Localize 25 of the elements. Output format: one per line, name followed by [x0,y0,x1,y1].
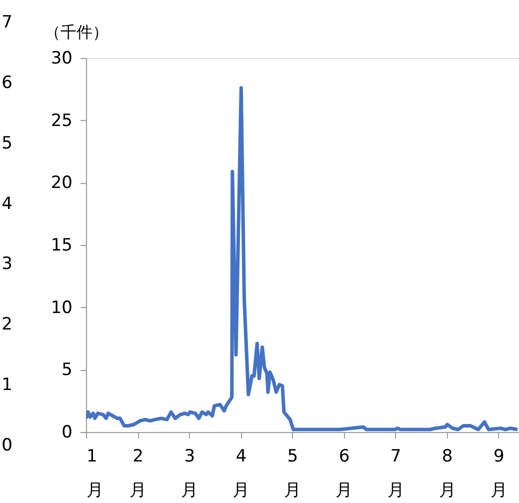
x-tick-label: 2 月 [130,446,147,500]
x-tick-label: 8 月 [438,446,456,500]
x-tick-label: 6 月 [336,446,353,500]
y-tick-label: 20 [50,173,72,194]
y-axis-title: （千件） [44,22,108,42]
x-tick-label: 1 月 [86,446,104,500]
y2-tick-label: 2 [2,314,12,335]
y2-tick-label: 3 [2,254,12,274]
y2-tick-label: 4 [2,194,12,214]
y-tick-label: 15 [50,236,72,256]
x-tick-label: 3 月 [181,446,198,500]
y2-tick-label: 0 [2,436,12,456]
y-tick-label: 30 [50,48,72,68]
y-tick-label: 25 [50,110,72,131]
y-tick-label: 5 [62,360,72,380]
x-tick-label: 5 月 [284,446,302,500]
y2-tick-label: 7 [2,12,12,32]
y-tick-label: 10 [50,298,72,318]
y2-tick-label: 1 [2,375,12,396]
y2-tick-label: 6 [2,72,12,93]
x-tick-label: 4 月 [232,446,250,500]
y2-tick-label: 5 [2,133,12,154]
x-tick-label: 7 月 [387,446,404,500]
y-tick-label: 0 [62,422,72,442]
x-tick-label: 9 月 [490,446,508,500]
